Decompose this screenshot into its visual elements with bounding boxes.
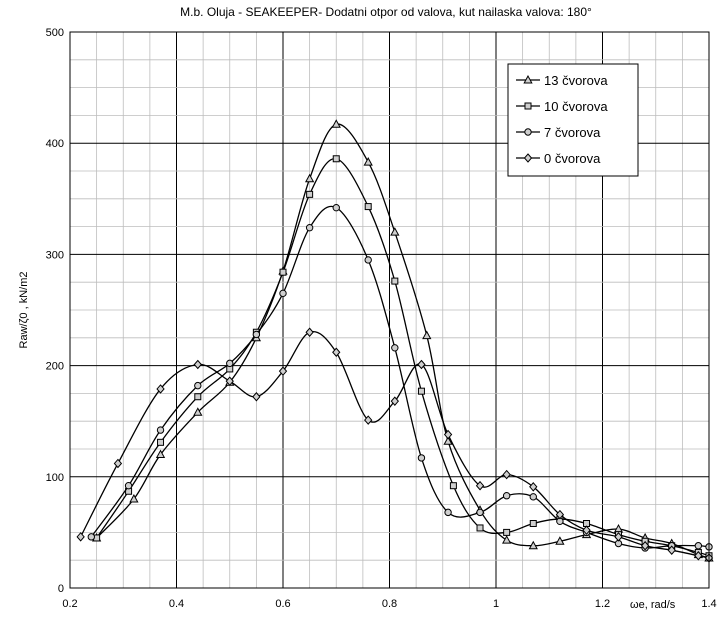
diamond-marker xyxy=(417,359,426,370)
series-4 xyxy=(76,327,714,563)
legend-label: 0 čvorova xyxy=(544,151,601,166)
x-tick-label: 1.2 xyxy=(595,598,610,610)
legend-label: 7 čvorova xyxy=(544,125,601,140)
triangle-marker xyxy=(443,436,453,445)
legend: 13 čvorova 10 čvorova 7 čvorova 0 čvorova xyxy=(507,63,639,177)
y-tick-label: 200 xyxy=(46,361,64,373)
x-tick-label: 0.8 xyxy=(382,598,397,610)
circle-marker xyxy=(476,508,484,517)
diamond-marker xyxy=(76,532,85,542)
diamond-marker xyxy=(332,347,341,358)
diamond-marker xyxy=(364,415,373,425)
legend-label: 10 čvorova xyxy=(544,99,608,114)
diamond-marker xyxy=(156,384,165,394)
diamond-marker xyxy=(502,469,511,480)
circle-marker xyxy=(124,481,133,490)
diamond-marker xyxy=(278,366,288,376)
series-line xyxy=(90,205,710,549)
tick-labels: 0.2 0.4 0.6 0.8 1 1.2 1.4 0 100 200 300 400 500 xyxy=(46,27,717,610)
triangle-marker xyxy=(502,535,512,544)
diamond-marker xyxy=(193,359,202,370)
x-axis-label: ωe, rad/s xyxy=(630,599,676,611)
x-tick-label: 0.2 xyxy=(62,598,77,610)
diamond-marker xyxy=(667,545,676,555)
legend-item: 13 čvorova xyxy=(516,73,608,88)
x-tick-label: 0.4 xyxy=(169,598,184,610)
diamond-marker xyxy=(523,153,533,163)
circle-marker xyxy=(252,330,261,339)
circle-marker xyxy=(364,256,372,264)
diamond-marker xyxy=(582,525,591,535)
legend-label: 13 čvorova xyxy=(544,73,608,88)
triangle-marker xyxy=(363,157,373,166)
y-axis-label: Raw/ζ0 , kN/m2 xyxy=(18,272,30,349)
diamond-marker xyxy=(443,429,453,440)
circle-marker xyxy=(87,533,96,541)
diamond-marker xyxy=(305,327,314,337)
circle-marker xyxy=(417,454,426,462)
circle-marker xyxy=(226,359,234,368)
square-marker xyxy=(529,520,537,528)
diamond-marker xyxy=(113,458,123,469)
square-marker xyxy=(332,155,340,163)
square-marker xyxy=(503,528,511,536)
diamond-marker xyxy=(694,550,703,561)
triangle-marker xyxy=(155,449,166,459)
y-tick-label: 0 xyxy=(58,583,64,595)
circle-marker xyxy=(694,542,703,550)
circle-marker xyxy=(502,492,511,500)
legend-item: 7 čvorova xyxy=(516,125,601,140)
square-marker xyxy=(364,203,372,211)
diamond-marker xyxy=(475,480,485,491)
triangle-marker xyxy=(422,330,432,340)
square-marker xyxy=(157,438,165,446)
chart-title: M.b. Oluja - SEAKEEPER- Dodatni otpor od… xyxy=(180,5,592,19)
circle-marker xyxy=(156,426,165,434)
circle-marker xyxy=(194,381,202,390)
triangle-marker xyxy=(193,407,203,416)
y-tick-label: 400 xyxy=(46,138,64,150)
x-tick-label: 1 xyxy=(493,598,499,610)
square-marker xyxy=(194,393,202,401)
circle-marker xyxy=(444,508,452,517)
diamond-marker xyxy=(640,540,650,551)
square-marker xyxy=(449,482,457,490)
square-marker xyxy=(524,102,532,110)
circle-marker xyxy=(391,344,399,352)
x-tick-label: 0.6 xyxy=(275,598,290,610)
x-tick-label: 1.4 xyxy=(701,598,716,610)
circle-marker xyxy=(524,128,532,136)
plot-frame xyxy=(69,31,710,589)
diamond-marker xyxy=(614,532,623,542)
circle-marker xyxy=(529,493,537,501)
legend-item: 0 čvorova xyxy=(516,151,601,166)
square-marker xyxy=(279,268,287,276)
y-tick-label: 100 xyxy=(46,472,64,484)
triangle-marker xyxy=(331,119,341,128)
circle-marker xyxy=(279,289,287,298)
diamond-marker xyxy=(390,396,399,406)
square-marker xyxy=(417,387,425,395)
triangle-marker xyxy=(304,173,315,183)
triangle-marker xyxy=(390,227,400,236)
square-marker xyxy=(476,524,484,532)
triangle-marker xyxy=(523,74,533,84)
legend-item: 10 čvorova xyxy=(516,99,608,114)
diamond-marker xyxy=(252,391,261,402)
diamond-marker xyxy=(225,376,234,386)
triangle-marker xyxy=(129,493,139,503)
circle-marker xyxy=(332,203,340,212)
square-marker xyxy=(391,277,399,285)
diamond-marker xyxy=(529,482,538,492)
triangle-marker xyxy=(555,536,565,545)
circle-marker xyxy=(305,224,314,232)
y-tick-label: 300 xyxy=(46,249,64,261)
diamond-marker xyxy=(555,509,565,520)
series-group xyxy=(76,119,714,563)
square-marker xyxy=(306,190,314,198)
y-tick-label: 500 xyxy=(46,27,64,39)
triangle-marker xyxy=(528,540,538,550)
